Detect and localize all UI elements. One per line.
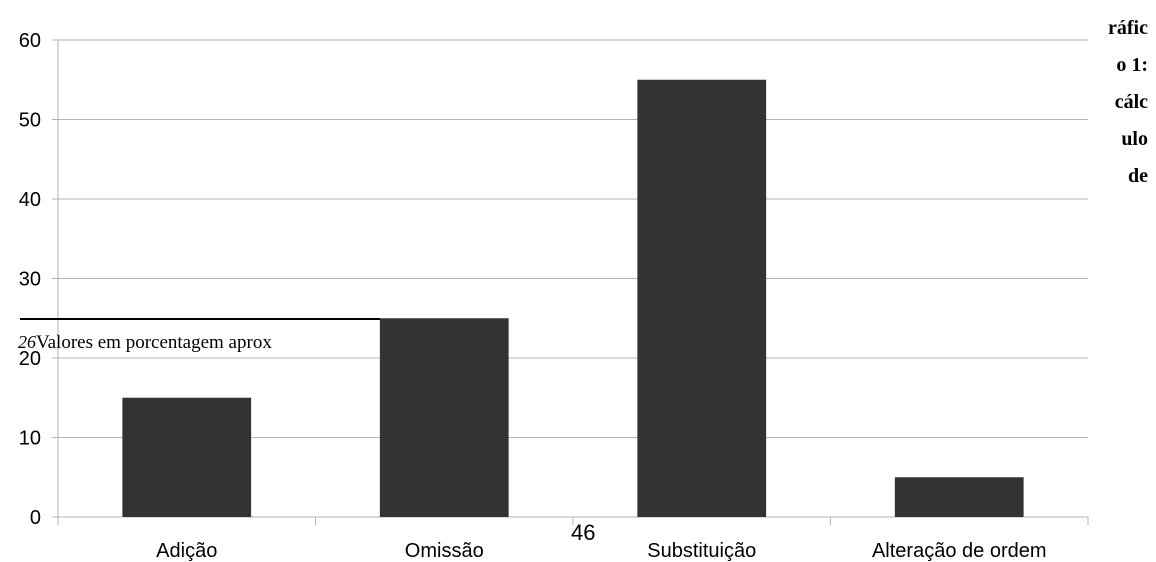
bar-4 bbox=[894, 477, 1024, 517]
page-number: 46 bbox=[571, 520, 596, 545]
y-tick-label: 50 bbox=[19, 110, 41, 132]
y-tick-label: 0 bbox=[30, 507, 41, 529]
footnote-text: Valores em porcentagem aprox bbox=[36, 332, 272, 353]
title-line-1: ráfic bbox=[1108, 17, 1148, 39]
x-category-label: Substituição bbox=[647, 540, 756, 562]
y-tick-label: 40 bbox=[19, 189, 41, 211]
y-tick-label: 60 bbox=[19, 30, 41, 52]
title-line-5: de bbox=[1128, 165, 1148, 187]
chart-title: ráfic o 1: cálc ulo de bbox=[1058, 10, 1148, 195]
footnote: 26Valores em porcentagem aprox bbox=[18, 332, 390, 358]
y-tick-label: 10 bbox=[19, 428, 41, 450]
title-line-3: cálc bbox=[1114, 91, 1148, 113]
bar-2 bbox=[379, 318, 509, 517]
footnote-number: 26 bbox=[18, 332, 36, 352]
y-tick-label: 30 bbox=[19, 269, 41, 291]
y-tick-label: 20 bbox=[19, 348, 41, 370]
title-line-4: ulo bbox=[1121, 128, 1148, 150]
x-category-label: Adição bbox=[156, 540, 217, 562]
title-line-2: o 1: bbox=[1116, 54, 1148, 76]
bar-1 bbox=[122, 397, 252, 517]
x-category-label: Omissão bbox=[405, 540, 484, 562]
x-category-label: Alteração de ordem bbox=[872, 540, 1047, 562]
bar-3 bbox=[637, 79, 767, 517]
footnote-rule bbox=[20, 318, 380, 320]
